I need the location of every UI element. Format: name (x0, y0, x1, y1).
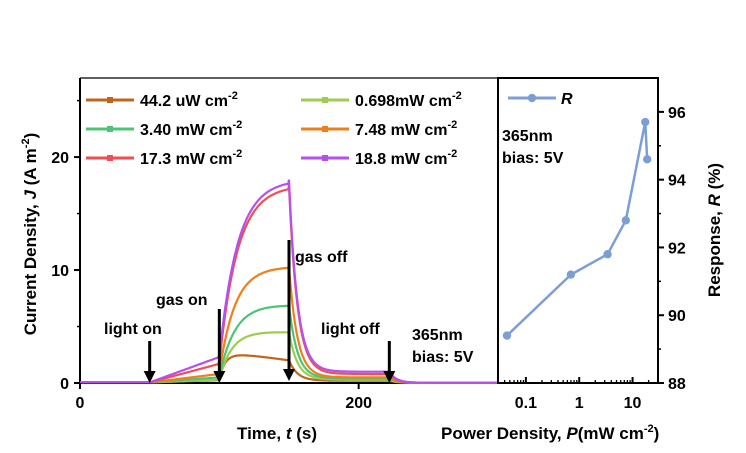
legend-label-exp-0: -2 (228, 90, 238, 102)
left-y-label-main: Current Density, (21, 200, 40, 336)
annotation-bias-right: bias: 5V (502, 150, 564, 167)
annotation-wavelength-right: 365nm (502, 128, 553, 145)
response-point-4 (641, 117, 650, 127)
legend-label-1: 0.698mW cm-2 (355, 90, 462, 110)
legend-marker-1 (322, 97, 328, 103)
response-legend-label: R (561, 91, 573, 108)
legend-label-text-0: 44.2 uW cm (140, 93, 228, 110)
right-y-label-main: Response, (705, 206, 724, 297)
right-x-label-exp: -2 (644, 423, 654, 435)
annotation-light-on: light on (104, 321, 162, 338)
left-y-label-unit: (A m (21, 148, 40, 190)
left-x-axis-label: Time, t (s) (237, 424, 317, 443)
left-x-label-unit: (s) (292, 424, 318, 443)
annotation-wavelength-left: 365nm (412, 327, 463, 344)
left-y-label-exp: -2 (20, 138, 32, 148)
left-y-label-var: J (21, 190, 40, 200)
right-y-tick-label-3: 94 (668, 173, 686, 190)
legend-marker-4 (107, 155, 113, 161)
right-x-tick-label-1: 1 (575, 395, 584, 412)
left-ticks: 0 200 0 10 20 (51, 99, 372, 412)
y-tick-label-0: 0 (60, 376, 69, 393)
legend-label-text-1: 0.698mW cm (355, 93, 452, 110)
right-y-tick-label-4: 96 (668, 105, 686, 122)
legend-label-text-5: 18.8 mW cm (355, 151, 447, 168)
left-legend: 44.2 uW cm-2 0.698mW cm-23.40 mW cm-2 7.48… (86, 90, 462, 168)
x-tick-label-0: 0 (76, 395, 85, 412)
right-y-tick-label-0: 88 (668, 376, 686, 393)
left-x-label-var: t (286, 424, 293, 443)
legend-label-text-3: 7.48 mW cm (355, 122, 447, 139)
left-y-label-close: ) (21, 133, 40, 139)
right-x-label-close: ) (654, 424, 660, 443)
annotation-light-off: light off (321, 321, 380, 338)
response-legend-marker (527, 93, 537, 103)
legend-label-exp-2: -2 (232, 119, 242, 131)
response-line (506, 121, 649, 337)
right-y-tick-label-2: 92 (668, 240, 686, 257)
light-on-arrowhead (143, 371, 156, 383)
response-point-5 (642, 155, 652, 164)
right-y-axis-label: Response, R (%) (705, 163, 724, 297)
legend-label-exp-1: -2 (452, 90, 462, 102)
right-x-axis-label: Power Density, P(mW cm-2) (441, 423, 659, 443)
response-point-0 (502, 331, 512, 340)
right-x-label-main: Power Density, (441, 424, 566, 443)
right-x-tick-label-2: 10 (624, 395, 642, 412)
legend-label-0: 44.2 uW cm-2 (140, 90, 238, 110)
legend-label-2: 3.40 mW cm-2 (140, 119, 242, 139)
legend-label-exp-4: -2 (232, 148, 242, 160)
gas-off-arrowhead (283, 369, 295, 381)
current-density-panel: 0 200 0 10 20 light on gas on gas off light … (20, 77, 498, 443)
legend-label-exp-3: -2 (447, 119, 457, 131)
right-legend: R (508, 91, 573, 108)
legend-marker-2 (107, 126, 113, 132)
right-ticks: 0.1 1 10 88 90 92 94 96 (504, 105, 686, 412)
y-tick-label-1: 10 (51, 263, 69, 280)
right-x-label-unit: (mW cm (578, 424, 644, 443)
gas-on-arrowhead (213, 371, 226, 383)
legend-label-5: 18.8 mW cm-2 (355, 148, 457, 168)
response-point-1 (566, 270, 576, 279)
right-y-tick-label-1: 90 (668, 308, 686, 325)
x-tick-label-1: 200 (345, 395, 372, 412)
right-panel-frame (497, 77, 659, 384)
legend-marker-3 (322, 126, 328, 132)
left-y-axis-label: Current Density, J (A m-2) (20, 133, 40, 336)
legend-label-text-2: 3.40 mW cm (140, 122, 232, 139)
right-y-label-unit: (%) (705, 163, 724, 194)
legend-marker-5 (322, 155, 328, 161)
legend-label-text-4: 17.3 mW cm (140, 151, 232, 168)
response-point-3 (621, 216, 631, 225)
response-point-2 (603, 250, 612, 259)
annotation-gas-off: gas off (295, 249, 348, 266)
legend-label-3: 7.48 mW cm-2 (355, 119, 457, 139)
annotation-bias-left: bias: 5V (412, 349, 474, 366)
event-arrows (143, 240, 396, 383)
legend-label-4: 17.3 mW cm-2 (140, 148, 242, 168)
y-tick-label-2: 20 (51, 150, 69, 167)
annotation-gas-on: gas on (156, 292, 208, 309)
light-off-arrowhead (383, 371, 396, 383)
right-x-tick-label-0: 0.1 (515, 395, 537, 412)
legend-label-exp-5: -2 (447, 148, 457, 160)
legend-marker-0 (107, 97, 113, 103)
right-x-label-var: P (566, 424, 578, 443)
right-y-label-var: R (705, 193, 724, 206)
response-panel: 0.1 1 10 88 90 92 94 96 R 365nm bias: 5V Power … (441, 77, 724, 443)
left-x-label-main: Time, (237, 424, 286, 443)
response-curve (502, 117, 652, 340)
